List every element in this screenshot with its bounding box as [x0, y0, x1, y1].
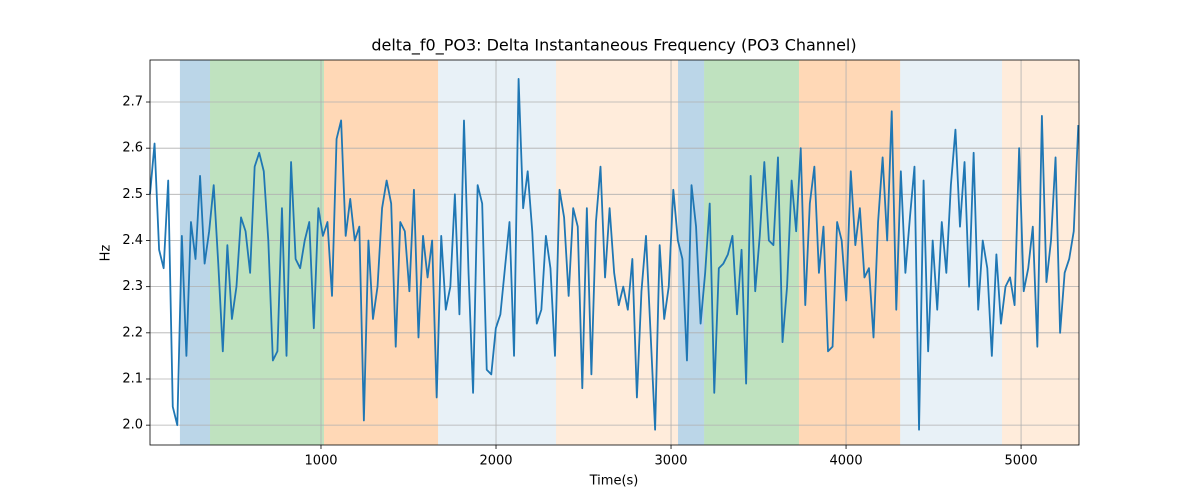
y-tick-label: 2.4	[122, 233, 143, 248]
y-tick-label: 2.0	[122, 418, 143, 433]
x-tick-label: 2000	[479, 454, 512, 469]
shaded-span	[323, 60, 439, 445]
chart-title: delta_f0_PO3: Delta Instantaneous Freque…	[371, 36, 856, 56]
x-tick-label: 3000	[654, 454, 687, 469]
shaded-span	[438, 60, 557, 445]
y-axis-label: Hz	[99, 245, 114, 262]
shaded-span	[210, 60, 324, 445]
x-tick-label: 1000	[304, 454, 337, 469]
y-tick-label: 2.6	[122, 141, 143, 156]
y-tick-label: 2.1	[122, 371, 143, 386]
y-tick-label: 2.3	[122, 279, 143, 294]
y-tick-label: 2.5	[122, 187, 143, 202]
shaded-span	[678, 60, 705, 445]
data-line	[149, 78, 1080, 431]
y-tick-label: 2.2	[122, 325, 143, 340]
x-tick-label: 5000	[1005, 454, 1038, 469]
x-tick-label: 4000	[830, 454, 863, 469]
shaded-span	[798, 60, 901, 445]
y-tick-label: 2.7	[122, 95, 143, 110]
shaded-span	[1001, 60, 1079, 445]
plot-frame	[149, 59, 1080, 446]
x-axis-label: Time(s)	[589, 474, 639, 489]
shaded-span	[704, 60, 799, 445]
shaded-span	[556, 60, 679, 445]
